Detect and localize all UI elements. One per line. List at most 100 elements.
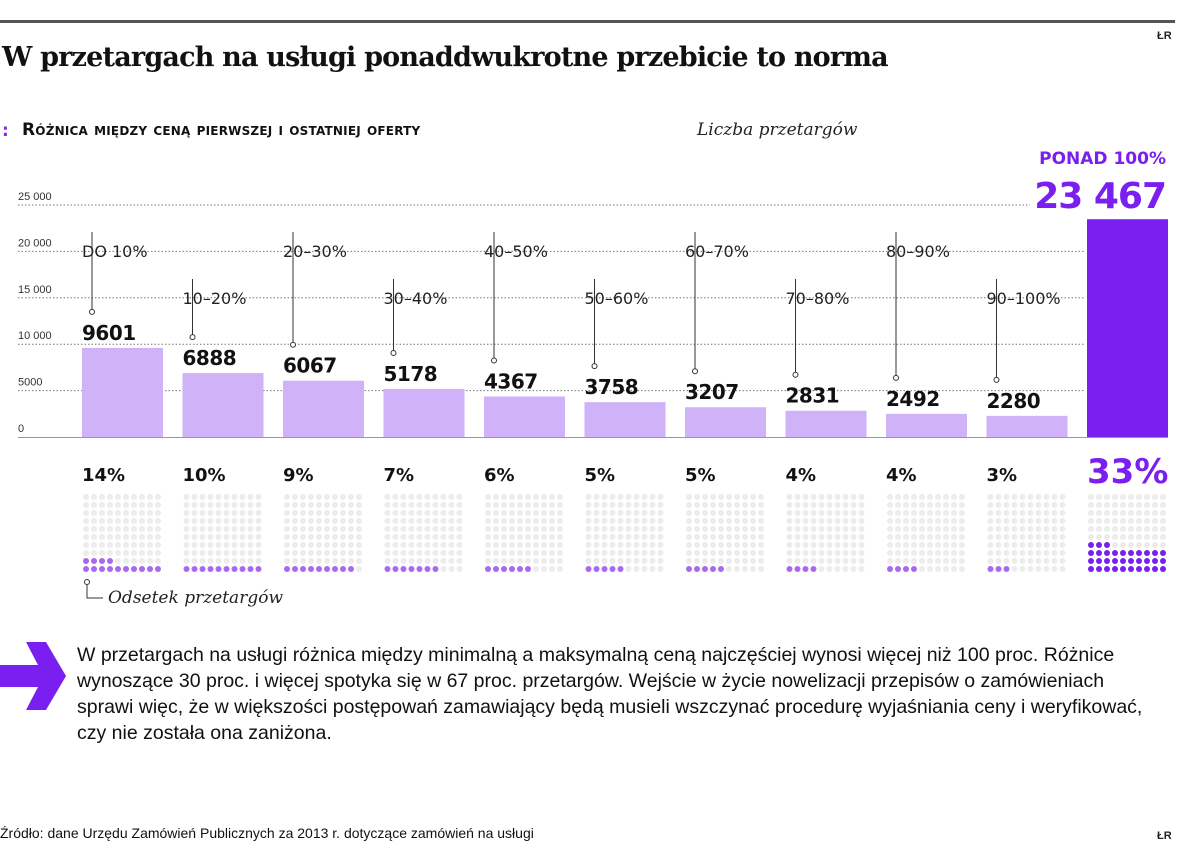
dot-empty: [895, 534, 901, 540]
dot-empty: [895, 550, 901, 556]
dot-empty: [424, 558, 431, 564]
dot-empty: [686, 526, 692, 532]
dot-empty: [199, 558, 206, 564]
dot-empty: [935, 510, 941, 516]
dot-filled: [316, 566, 322, 572]
dot-filled: [1128, 566, 1134, 572]
y-tick-label: 25 000: [18, 191, 52, 203]
dot-empty: [818, 526, 825, 532]
dot-empty: [400, 510, 407, 516]
leader-dot: [692, 368, 698, 375]
dot-empty: [432, 510, 439, 516]
dot-empty: [1112, 518, 1118, 524]
dot-empty: [207, 502, 214, 508]
dot-empty: [758, 502, 764, 508]
dot-empty: [99, 518, 105, 524]
category-label: 30–40%: [384, 289, 448, 308]
dot-empty: [255, 510, 262, 516]
dot-empty: [300, 534, 306, 540]
dot-empty: [456, 510, 463, 516]
leader-dot: [893, 374, 899, 381]
dot-filled: [1104, 542, 1110, 548]
dot-empty: [858, 534, 865, 540]
dot-empty: [525, 510, 531, 516]
dot-empty: [324, 550, 330, 556]
dot-filled: [83, 566, 89, 572]
dot-empty: [139, 518, 145, 524]
dot-empty: [649, 502, 656, 508]
dot-filled: [1152, 550, 1158, 556]
leader-dot: [89, 308, 95, 315]
dot-empty: [826, 518, 833, 524]
dot-empty: [1136, 542, 1142, 548]
dot-empty: [557, 558, 563, 564]
dot-empty: [284, 534, 290, 540]
dot-empty: [239, 550, 246, 556]
dot-empty: [107, 534, 113, 540]
dot-empty: [348, 550, 354, 556]
category-label: DO 10%: [82, 242, 148, 261]
dot-empty: [987, 510, 994, 516]
dot-empty: [123, 558, 129, 564]
dot-empty: [1136, 526, 1142, 532]
dot-filled: [348, 566, 354, 572]
dot-empty: [440, 542, 447, 548]
dot-empty: [887, 502, 893, 508]
dot-empty: [348, 542, 354, 548]
dot-empty: [424, 510, 431, 516]
dot-empty: [1136, 502, 1142, 508]
dot-empty: [1120, 510, 1126, 516]
dot-empty: [718, 526, 724, 532]
dot-empty: [742, 494, 748, 500]
dot-empty: [649, 526, 656, 532]
dot-empty: [292, 518, 298, 524]
dot-empty: [1104, 518, 1110, 524]
dot-empty: [533, 550, 539, 556]
dot-empty: [810, 534, 817, 540]
dot-empty: [649, 550, 656, 556]
dot-empty: [541, 566, 547, 572]
dot-empty: [826, 566, 833, 572]
dot-filled: [525, 566, 531, 572]
dot-empty: [794, 526, 801, 532]
dot-empty: [300, 526, 306, 532]
dot-empty: [300, 518, 306, 524]
dot-empty: [155, 502, 161, 508]
dot-empty: [509, 526, 515, 532]
dot-empty: [448, 542, 455, 548]
dot-empty: [995, 550, 1002, 556]
dot-empty: [1059, 534, 1066, 540]
dot-empty: [641, 526, 648, 532]
dot-empty: [1120, 534, 1126, 540]
dot-empty: [308, 494, 314, 500]
dot-empty: [549, 494, 555, 500]
dot-filled: [191, 566, 198, 572]
dot-empty: [1035, 558, 1042, 564]
dot-empty: [742, 502, 748, 508]
dot-empty: [107, 518, 113, 524]
dot-empty: [517, 510, 523, 516]
dot-empty: [641, 558, 648, 564]
dot-empty: [858, 558, 865, 564]
dot-empty: [424, 534, 431, 540]
dot-empty: [308, 510, 314, 516]
dot-empty: [340, 534, 346, 540]
dot-filled: [987, 566, 994, 572]
dot-empty: [1011, 518, 1018, 524]
dot-empty: [501, 526, 507, 532]
dot-empty: [123, 518, 129, 524]
dot-empty: [1035, 566, 1042, 572]
dot-empty: [585, 526, 592, 532]
dot-empty: [400, 494, 407, 500]
dot-empty: [247, 550, 254, 556]
dot-empty: [247, 526, 254, 532]
dot-empty: [1043, 550, 1050, 556]
dot-empty: [903, 558, 909, 564]
dot-empty: [1104, 510, 1110, 516]
dot-empty: [1088, 534, 1094, 540]
dot-empty: [448, 502, 455, 508]
dot-empty: [115, 502, 121, 508]
dot-empty: [183, 510, 190, 516]
dot-empty: [91, 518, 97, 524]
dot-empty: [657, 526, 664, 532]
